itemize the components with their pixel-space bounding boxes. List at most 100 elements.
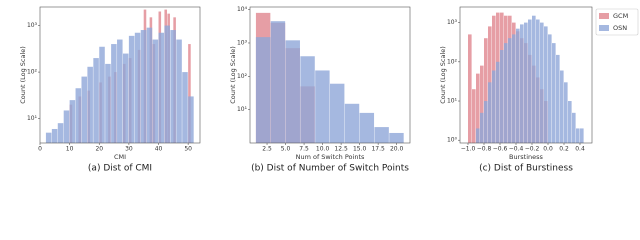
- bar: [255, 37, 271, 144]
- figure: 0 10 20 30 40 50 10¹ 10² 10³ CMI Count (Log Scale)…: [19, 6, 639, 174]
- y-tick-label: 10²: [447, 58, 458, 65]
- bar: [128, 35, 135, 143]
- bar: [374, 127, 389, 143]
- y-tick-label: 10¹: [447, 98, 458, 105]
- bar: [111, 44, 117, 143]
- bar: [512, 34, 516, 143]
- x-tick-label: 2.5: [262, 146, 272, 153]
- x-tick-label: 12.5: [334, 146, 348, 153]
- bar: [468, 34, 472, 143]
- y-tick-label: 10³: [237, 39, 248, 46]
- bar: [568, 101, 572, 143]
- x-tick-label: 17.5: [371, 146, 385, 153]
- bar: [69, 100, 76, 143]
- bar: [528, 19, 532, 143]
- x-tick-label: −1.0: [461, 146, 476, 153]
- bar: [117, 39, 123, 144]
- bar: [576, 128, 580, 143]
- bar: [472, 89, 476, 143]
- x-tick-label: −0.4: [509, 146, 524, 153]
- bar: [508, 38, 512, 143]
- y-tick-label: 10⁴: [237, 6, 248, 13]
- x-tick-label: −0.6: [493, 146, 508, 153]
- x-tick-label: 5.0: [281, 146, 291, 153]
- y-tick-label: 10²: [237, 73, 248, 80]
- bar: [359, 112, 375, 143]
- bar: [188, 96, 194, 143]
- bar: [548, 34, 552, 143]
- y-tick-label: 10²: [27, 69, 38, 76]
- plot-frame: [459, 6, 593, 144]
- x-tick-label: 50: [184, 146, 192, 153]
- x-tick-label: 0.0: [543, 146, 553, 153]
- bar: [564, 82, 568, 143]
- bar: [81, 76, 88, 143]
- bar: [176, 39, 182, 144]
- bar: [164, 25, 170, 143]
- bar: [99, 46, 105, 143]
- x-tick-label: 10.0: [316, 146, 330, 153]
- legend-label: OSN: [613, 24, 627, 32]
- bar: [500, 50, 504, 144]
- x-tick-label: 0.4: [575, 146, 585, 153]
- bar: [146, 27, 153, 144]
- bar: [75, 88, 82, 143]
- plot-frame: [249, 6, 411, 144]
- bar: [476, 73, 480, 143]
- y-axis-label: Count (Log Scale): [229, 46, 237, 104]
- bar: [93, 58, 99, 143]
- bar: [504, 43, 508, 143]
- bar: [152, 39, 159, 144]
- bar: [552, 43, 556, 143]
- bar: [488, 82, 492, 143]
- x-tick-label: 20: [95, 146, 103, 153]
- y-tick-label: 10³: [447, 19, 458, 26]
- y-tick-label: 10¹: [237, 106, 248, 113]
- bar: [536, 19, 540, 143]
- bar: [516, 28, 520, 144]
- bar: [122, 53, 129, 143]
- bar: [45, 132, 52, 143]
- bar: [480, 65, 484, 143]
- bar: [285, 40, 300, 143]
- bar: [140, 30, 147, 143]
- bar: [484, 38, 488, 143]
- legend-swatch: [599, 25, 609, 31]
- bar: [540, 22, 544, 143]
- caption: (a) Dist of CMI: [88, 164, 152, 174]
- bar: [87, 66, 93, 143]
- bar: [532, 15, 536, 143]
- bar: [182, 72, 188, 143]
- x-tick-label: −0.8: [477, 146, 492, 153]
- bar: [389, 132, 404, 143]
- bar: [480, 112, 484, 143]
- bar: [270, 21, 286, 144]
- x-tick-label: 40: [155, 146, 163, 153]
- bar: [170, 30, 176, 143]
- legend-swatch: [599, 13, 609, 19]
- x-tick-label: 0.2: [559, 146, 569, 153]
- bar: [158, 32, 165, 143]
- bar: [560, 70, 564, 143]
- legend-label: GCM: [613, 12, 628, 20]
- y-axis-label: Count (Log Scale): [439, 46, 447, 104]
- bar: [520, 24, 524, 144]
- y-axis-label: Count (Log Scale): [19, 46, 27, 104]
- caption: (b) Dist of Number of Switch Points: [251, 164, 409, 174]
- y-tick-label: 10¹: [27, 115, 38, 122]
- x-axis-label: Burstiness: [509, 153, 543, 161]
- y-tick-label: 10⁰: [447, 137, 458, 144]
- x-tick-label: 0: [38, 146, 42, 153]
- bar: [496, 61, 500, 143]
- x-axis-label: CMI: [114, 153, 126, 161]
- caption: (c) Dist of Burstiness: [479, 164, 573, 174]
- bar: [556, 54, 560, 143]
- bar: [63, 110, 70, 143]
- x-tick-label: −0.2: [525, 146, 540, 153]
- x-tick-label: 20.0: [390, 146, 404, 153]
- bar: [330, 83, 345, 143]
- bar: [476, 128, 480, 143]
- bar: [315, 70, 330, 143]
- bar: [57, 123, 64, 143]
- bar: [105, 63, 111, 143]
